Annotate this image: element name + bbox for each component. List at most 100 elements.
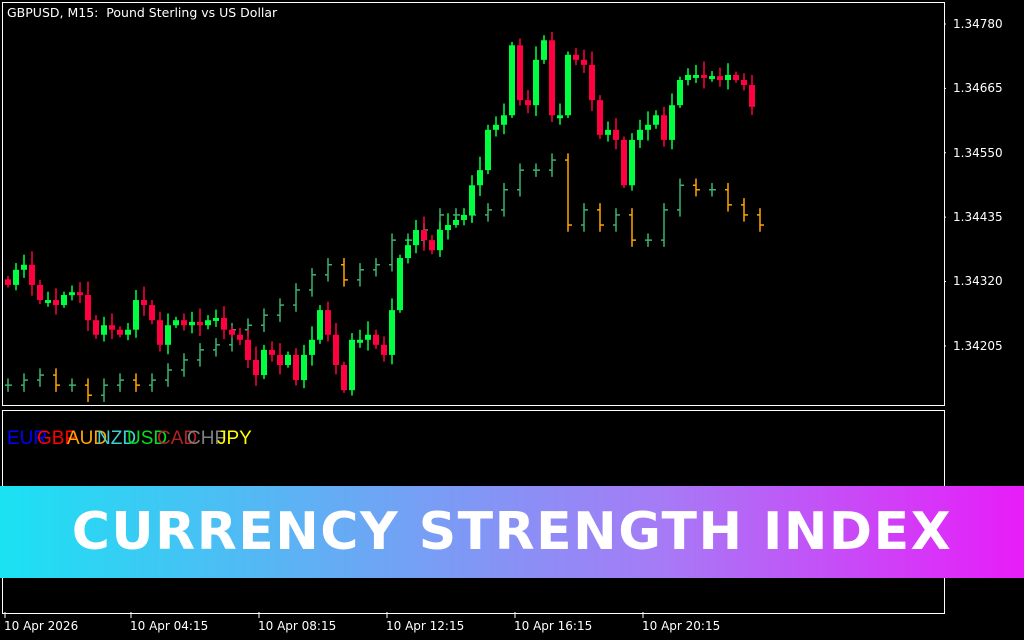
candle-body: [53, 300, 59, 306]
candle-body: [357, 339, 363, 343]
candle-body: [141, 300, 147, 306]
candle-body: [717, 76, 723, 80]
candle-body: [661, 115, 667, 140]
candle-body: [741, 79, 747, 86]
candle-body: [269, 349, 275, 355]
candle-body: [749, 85, 755, 107]
candle-body: [173, 320, 179, 326]
candle-body: [589, 64, 595, 101]
candle-body: [565, 54, 571, 116]
candle-body: [677, 79, 683, 106]
candle-body: [669, 105, 675, 140]
candle-body: [157, 320, 163, 345]
currency-label-jpy: JPY: [217, 428, 252, 449]
candle-body: [181, 320, 187, 326]
candle-body: [445, 225, 451, 231]
currency-label-chf: CHF: [187, 428, 227, 449]
candle-body: [61, 294, 67, 306]
time-label: 10 Apr 20:15: [642, 619, 721, 633]
candle-body: [45, 300, 51, 304]
candle-body: [37, 284, 43, 301]
candle-body: [517, 45, 523, 101]
candle-body: [621, 139, 627, 186]
candle-body: [461, 214, 467, 220]
candle-body: [205, 320, 211, 326]
candle-body: [85, 294, 91, 321]
candle-body: [93, 320, 99, 335]
currency-label-gbp: GBP: [37, 428, 78, 449]
candlestick-chart: [5, 23, 946, 402]
candle-body: [453, 219, 459, 226]
candle-body: [285, 354, 291, 365]
candle-body: [541, 40, 547, 60]
price-label: 1.34665: [953, 81, 1003, 95]
candle-body: [317, 310, 323, 340]
candle-body: [165, 325, 171, 345]
candle-body: [525, 100, 531, 106]
candle-body: [253, 359, 259, 376]
candle-body: [573, 54, 579, 60]
time-label: 10 Apr 04:15: [130, 619, 209, 633]
candle-body: [493, 124, 499, 130]
candle-body: [125, 329, 131, 335]
candle-body: [293, 354, 299, 381]
candle-body: [549, 40, 555, 116]
time-axis-ticks: [4, 612, 644, 618]
chart-title: GBPUSD, M15: Pound Sterling vs US Dollar: [7, 5, 278, 20]
candle-body: [309, 339, 315, 355]
candle-body: [237, 334, 243, 340]
candle-body: [637, 129, 643, 140]
candle-body: [101, 325, 107, 335]
candle-body: [69, 292, 75, 296]
candle-body: [373, 334, 379, 345]
candle-body: [405, 245, 411, 259]
time-label: 10 Apr 08:15: [258, 619, 337, 633]
candle-body: [709, 76, 715, 80]
candle-body: [437, 230, 443, 251]
candle-body: [557, 115, 563, 119]
candle-body: [421, 230, 427, 241]
candle-body: [645, 124, 651, 130]
candle-body: [469, 185, 475, 215]
candle-body: [277, 354, 283, 365]
candle-body: [501, 115, 507, 125]
currency-label-usd: USD: [127, 428, 168, 449]
candle-body: [365, 334, 371, 340]
candle-body: [341, 364, 347, 391]
candle-body: [229, 329, 235, 335]
candle-body: [29, 264, 35, 285]
time-label: 10 Apr 2026: [4, 619, 79, 633]
candle-body: [197, 321, 203, 326]
candle-body: [701, 74, 707, 78]
candle-body: [429, 240, 435, 251]
price-chart-pane[interactable]: [2, 2, 945, 406]
candle-body: [581, 59, 587, 65]
candle-body: [389, 310, 395, 355]
time-label: 10 Apr 12:15: [386, 619, 465, 633]
candle-body: [261, 349, 267, 376]
time-label: 10 Apr 16:15: [514, 619, 593, 633]
candle-body: [693, 74, 699, 78]
currency-label-aud: AUD: [67, 428, 108, 449]
candle-body: [381, 344, 387, 355]
currency-label-nzd: NZD: [97, 428, 137, 449]
candle-body: [5, 279, 11, 285]
candle-body: [605, 129, 611, 135]
banner: CURRENCY STRENGTH INDEX: [0, 486, 1024, 578]
candle-body: [189, 321, 195, 326]
candle-body: [117, 329, 123, 335]
price-label: 1.34550: [953, 146, 1003, 160]
candle-body: [245, 339, 251, 360]
candle-body: [21, 264, 27, 270]
candle-body: [325, 310, 331, 335]
candle-body: [733, 74, 739, 80]
candle-body: [725, 74, 731, 80]
candle-body: [597, 100, 603, 135]
banner-title: CURRENCY STRENGTH INDEX: [71, 502, 953, 562]
candle-body: [477, 170, 483, 186]
candle-body: [533, 59, 539, 106]
currency-label-cad: CAD: [157, 428, 198, 449]
candle-body: [349, 339, 355, 391]
candle-body: [653, 115, 659, 125]
price-label: 1.34435: [953, 210, 1003, 224]
